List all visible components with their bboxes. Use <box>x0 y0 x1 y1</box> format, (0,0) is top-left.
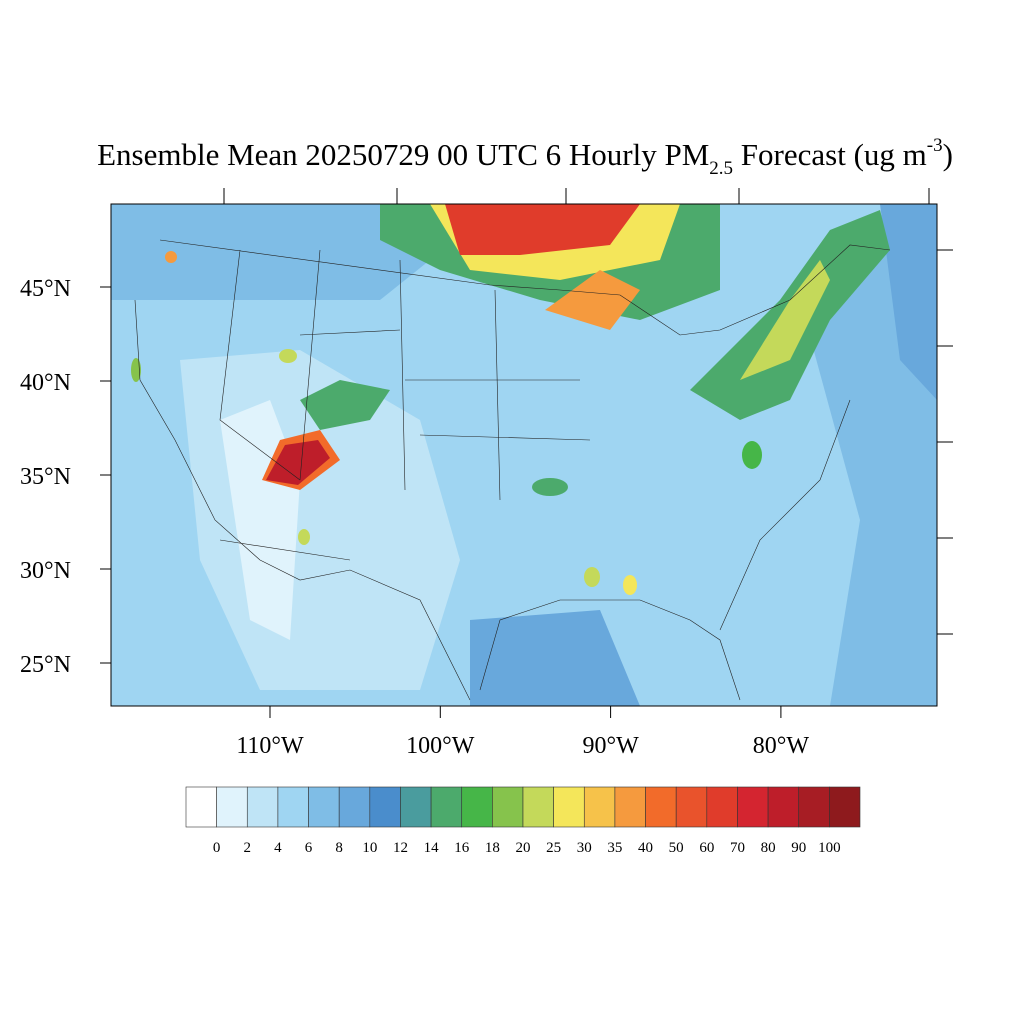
title-subscript: 2.5 <box>709 158 733 179</box>
colorbar-label: 40 <box>638 840 653 856</box>
lat-label: 35°N <box>20 464 71 490</box>
colorbar-label: 6 <box>305 840 313 856</box>
colorbar-box <box>645 786 677 828</box>
colorbar-label: 70 <box>730 840 745 856</box>
title: Ensemble Mean 20250729 00 UTC 6 Hourly P… <box>97 135 953 179</box>
colorbar-label: 16 <box>454 840 470 856</box>
title-middle: Forecast (ug m <box>733 137 927 172</box>
colorbar-box <box>829 786 861 828</box>
colorbar-box <box>522 786 554 828</box>
colorbar-label: 2 <box>244 840 252 856</box>
colorbar-box <box>400 786 432 828</box>
colorbar-label: 60 <box>699 840 714 856</box>
colorbar-box <box>277 786 309 828</box>
colorbar-box <box>737 786 769 828</box>
colorbar-box <box>461 786 493 828</box>
colorbar-box <box>798 786 830 828</box>
colorbar-label: 100 <box>818 840 841 856</box>
map-frame <box>110 203 938 707</box>
lon-label: 80°W <box>753 733 810 759</box>
colorbar-label: 14 <box>424 840 440 856</box>
lon-label: 100°W <box>406 733 475 759</box>
colorbar-label: 35 <box>607 840 622 856</box>
colorbar-label: 0 <box>213 840 221 856</box>
colorbar-box <box>308 786 340 828</box>
colorbar-label: 10 <box>362 840 377 856</box>
colorbar-box <box>553 786 585 828</box>
lat-label: 45°N <box>20 276 71 302</box>
colorbar: 0 2 4 6 8 10 12 14 16 18 20 25 30 35 40 50 60 70 80 90 100 <box>185 786 861 856</box>
colorbar-box <box>216 786 248 828</box>
colorbar-label: 4 <box>274 840 282 856</box>
colorbar-label: 8 <box>335 840 343 856</box>
lon-labels: 110°W 100°W 90°W 80°W <box>223 188 930 759</box>
lat-labels: 45°N 40°N 35°N 30°N 25°N <box>20 249 953 678</box>
title-main: Ensemble Mean 20250729 00 UTC 6 Hourly P… <box>97 137 709 172</box>
colorbar-box <box>492 786 524 828</box>
colorbar-label: 20 <box>516 840 531 856</box>
colorbar-label: 18 <box>485 840 500 856</box>
colorbar-box <box>338 786 371 828</box>
colorbar-box <box>614 786 646 828</box>
colorbar-box <box>706 786 738 828</box>
lat-label: 40°N <box>20 370 71 396</box>
colorbar-box <box>185 786 217 828</box>
colorbar-label: 90 <box>791 840 806 856</box>
lat-label: 25°N <box>20 652 71 678</box>
colorbar-box <box>430 786 463 828</box>
lon-label: 110°W <box>236 733 304 759</box>
title-superscript: -3 <box>927 135 943 156</box>
colorbar-label: 12 <box>393 840 408 856</box>
lat-label: 30°N <box>20 558 71 584</box>
colorbar-box <box>675 786 708 828</box>
colorbar-label: 30 <box>577 840 592 856</box>
colorbar-label: 50 <box>669 840 684 856</box>
colorbar-box <box>369 786 401 828</box>
lon-label: 90°W <box>582 733 639 759</box>
colorbar-box <box>246 786 279 828</box>
title-end: ) <box>943 137 953 172</box>
field <box>111 204 937 706</box>
colorbar-label: 80 <box>761 840 776 856</box>
colorbar-label: 25 <box>546 840 561 856</box>
colorbar-box <box>767 786 800 828</box>
colorbar-box <box>583 786 616 828</box>
